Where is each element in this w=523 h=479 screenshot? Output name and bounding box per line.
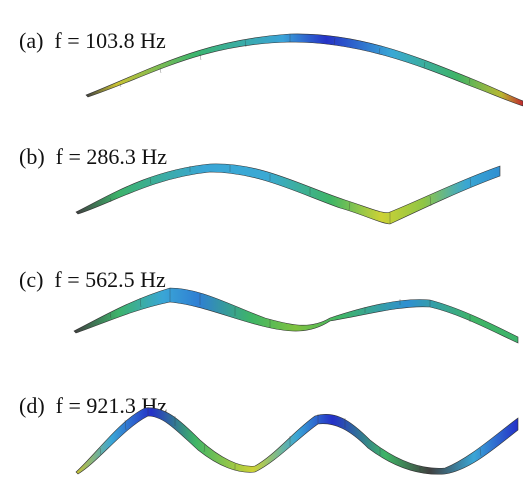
- mode-panel-a-title: (a) f = 103.8 Hz: [8, 8, 166, 52]
- mode-shape-d: [75, 407, 519, 475]
- panel-tag: (b): [19, 144, 45, 169]
- mesh-lines-c: [109, 288, 471, 328]
- frequency-label: f = 562.5 Hz: [54, 267, 166, 292]
- mode-shape-b: [75, 163, 501, 225]
- mesh-lines-b: [109, 165, 472, 224]
- mesh-lines-d: [99, 407, 482, 472]
- panel-tag: (d): [19, 393, 45, 418]
- panel-tag: (c): [19, 267, 44, 292]
- frequency-label: f = 921.3 Hz: [55, 393, 168, 418]
- mode-panel-c-title: (c) f = 562.5 Hz: [8, 247, 166, 291]
- frequency-label: f = 286.3 Hz: [55, 144, 168, 169]
- frequency-label: f = 103.8 Hz: [54, 28, 166, 53]
- mode-panel-b-title: (b) f = 286.3 Hz: [8, 124, 167, 168]
- mode-shape-c: [73, 287, 519, 344]
- mode-panel-d-title: (d) f = 921.3 Hz: [8, 373, 167, 417]
- mode-shape-a: [85, 33, 523, 107]
- mesh-lines-a: [119, 34, 471, 88]
- panel-tag: (a): [19, 28, 44, 53]
